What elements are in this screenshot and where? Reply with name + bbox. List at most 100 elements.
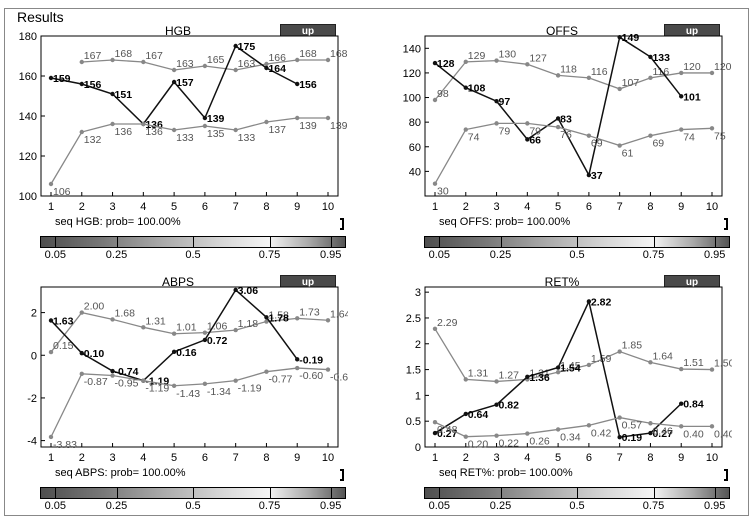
data-label-observed: 83: [560, 113, 572, 125]
series-line-lower: [434, 416, 712, 438]
data-point-observed: [202, 115, 208, 121]
y-tick-label: 2: [415, 339, 421, 351]
colorbar-tick: [577, 487, 578, 499]
data-point-lower: [555, 427, 561, 432]
x-tick-label: 2: [463, 452, 469, 463]
data-label-lower: 137: [268, 124, 286, 136]
x-tick-label: 9: [294, 452, 300, 463]
data-point-upper: [79, 310, 84, 315]
data-label-observed: 128: [437, 58, 455, 70]
data-label-observed: 139: [207, 113, 225, 125]
y-tick-label: 100: [19, 191, 37, 203]
data-label-lower: -1.43: [176, 388, 200, 400]
data-point-upper: [141, 59, 146, 65]
colorbar-tick-label: 0.5: [185, 500, 201, 512]
plot-area: [424, 286, 723, 448]
x-tick-label: 9: [678, 452, 684, 463]
data-point-upper: [709, 367, 715, 372]
data-label-upper: 1.31: [468, 367, 489, 379]
data-label-upper: 1.73: [299, 306, 320, 318]
data-point-lower: [679, 127, 684, 132]
colorbar-tick: [55, 236, 57, 248]
data-label-lower: 139: [299, 120, 317, 132]
x-tick-label: 8: [647, 201, 653, 212]
data-label-lower: -0.60: [299, 370, 323, 382]
data-label-observed: 37: [591, 170, 603, 182]
data-label-upper: 163: [176, 58, 194, 70]
chart-title: OFFS: [546, 24, 578, 38]
data-point-observed: [295, 357, 300, 362]
colorbar-tick: [577, 236, 578, 248]
data-point-lower: [264, 369, 269, 374]
data-label-lower: 0.34: [560, 431, 581, 443]
data-point-lower: [648, 133, 653, 138]
data-point-observed: [494, 99, 499, 104]
colorbar-tick: [55, 487, 57, 499]
data-label-upper: 167: [84, 50, 102, 62]
x-tick-label: 2: [463, 201, 469, 212]
data-point-upper: [141, 325, 146, 330]
data-label-observed: 0.27: [652, 428, 673, 440]
bracket-marker: [724, 469, 728, 481]
x-tick-label: 10: [706, 452, 718, 463]
x-tick-label: 3: [109, 201, 115, 212]
series-line-lower: [434, 122, 713, 185]
data-label-lower: 69: [591, 138, 603, 150]
colorbar-tick: [439, 487, 441, 499]
x-tick-label: 7: [233, 452, 239, 463]
data-label-lower: 139: [330, 120, 348, 132]
data-label-upper: 98: [437, 88, 449, 100]
data-label-observed: 1.63: [53, 315, 74, 327]
x-tick-label: 7: [233, 201, 239, 212]
colorbar-tick: [116, 236, 118, 248]
data-label-observed: 164: [268, 63, 286, 75]
data-label-lower: 0.40: [714, 428, 732, 440]
data-label-upper: 2.00: [84, 301, 105, 313]
data-point-lower: [295, 365, 300, 371]
data-label-upper: 130: [499, 49, 517, 61]
data-point-observed: [79, 350, 84, 356]
data-label-observed: 159: [53, 73, 71, 85]
chart-title: HGB: [164, 24, 191, 38]
bracket-marker: [724, 218, 728, 230]
data-point-upper: [494, 58, 499, 63]
series-line-lower: [50, 367, 329, 438]
data-point-lower: [525, 431, 530, 436]
data-point-upper: [494, 379, 499, 384]
data-label-observed: 0.16: [176, 347, 197, 359]
data-point-upper: [648, 75, 653, 81]
data-point-lower: [463, 127, 468, 132]
chart-title: RET%: [544, 275, 580, 289]
data-point-upper: [110, 57, 115, 63]
data-point-observed: [233, 287, 238, 293]
data-point-upper: [202, 330, 208, 335]
data-label-lower: 132: [84, 134, 102, 146]
x-tick-label: 5: [555, 201, 561, 212]
x-tick-label: 8: [263, 201, 269, 212]
data-label-lower: 106: [53, 186, 71, 198]
data-label-lower: 75: [714, 130, 726, 142]
data-point-observed: [171, 79, 177, 85]
data-label-lower: 136: [145, 126, 163, 138]
data-label-lower: -0.67: [330, 372, 348, 384]
data-point-upper: [617, 349, 622, 354]
y-tick-label: 2.5: [406, 313, 421, 325]
data-point-lower: [463, 434, 468, 439]
data-label-observed: 66: [529, 134, 541, 146]
data-point-observed: [79, 81, 84, 87]
y-tick-label: 2: [31, 308, 37, 320]
data-label-lower: 0.22: [499, 438, 520, 450]
colorbar-tick: [193, 236, 194, 248]
x-tick-label: 9: [294, 201, 300, 212]
data-point-upper: [463, 377, 468, 382]
colorbar-tick-label: 0.95: [703, 500, 726, 512]
data-label-upper: 1.85: [622, 340, 643, 352]
colorbar-tick: [500, 487, 502, 499]
colorbar-tick: [269, 236, 271, 248]
probability-text: seq RET%: prob= 100.00%: [439, 467, 573, 479]
y-tick-label: 120: [403, 68, 421, 80]
x-tick-label: 2: [79, 452, 85, 463]
data-point-lower: [525, 121, 530, 126]
x-tick-label: 4: [524, 452, 530, 463]
data-point-lower: [171, 127, 177, 133]
